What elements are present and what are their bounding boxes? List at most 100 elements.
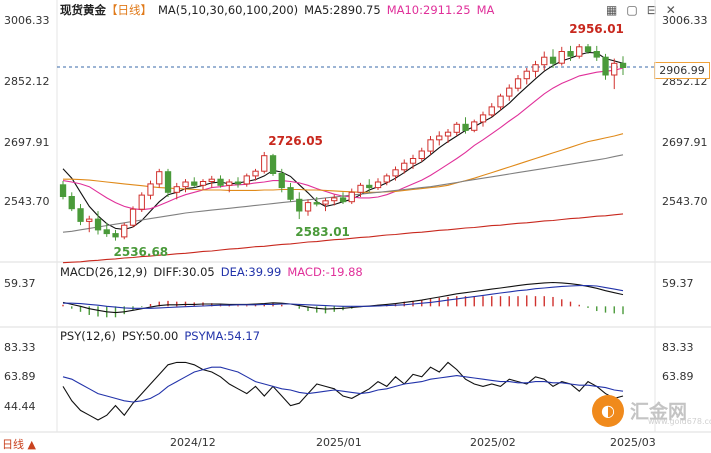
price-axis-label: 3006.33 <box>662 14 708 27</box>
candle-body <box>226 181 233 186</box>
candle-body <box>523 70 530 80</box>
psy-title: PSY(12,6) <box>60 329 116 343</box>
trough-annotation: 2583.01 <box>295 225 350 240</box>
macd-axis-label: 59.37 <box>4 277 36 290</box>
candle-body <box>173 186 180 193</box>
candle-body <box>138 194 145 210</box>
candle-body <box>357 184 364 193</box>
candle-body <box>191 181 198 186</box>
candle-body <box>392 169 399 177</box>
current-price-tag: 2906.99 <box>654 62 710 79</box>
candle-body <box>129 208 137 226</box>
psy-legend: PSY(12,6) PSY:50.00 PSYMA:54.17 <box>60 329 266 343</box>
psy-axis-label: 63.89 <box>662 370 694 383</box>
candle-body <box>217 178 224 186</box>
candle-body <box>243 175 250 185</box>
candle-body <box>532 64 539 72</box>
logo-url: www.gold678.com <box>648 417 711 426</box>
price-axis-label: 2697.91 <box>662 136 708 149</box>
price-axis-label: 2852.12 <box>4 75 50 88</box>
candle-body <box>112 233 119 238</box>
price-axis-label: 3006.33 <box>4 14 50 27</box>
candle-body <box>602 56 609 76</box>
psy-line-psy <box>62 361 624 421</box>
candle-body <box>77 208 84 222</box>
peak-annotation: 2726.05 <box>268 133 323 148</box>
candle-body <box>269 155 277 174</box>
candle-body <box>418 150 425 159</box>
candle-body <box>366 184 373 189</box>
candle-body <box>287 187 294 200</box>
x-axis-label: 2025/01 <box>316 436 362 449</box>
candle-body <box>497 95 504 108</box>
candle-body <box>278 173 285 189</box>
logo-text: 汇金网 <box>630 401 688 423</box>
candle-body <box>199 181 207 186</box>
square-icon[interactable]: ▢ <box>626 3 638 17</box>
psy-line-psyma <box>62 366 624 403</box>
x-axis-label: 2024/12 <box>170 436 216 449</box>
logo-icon: ◐ <box>592 395 624 427</box>
candle-body <box>164 171 172 193</box>
psy-value: PSY:50.00 <box>121 329 179 343</box>
psyma-value: PSYMA:54.17 <box>184 329 261 343</box>
candle-body <box>182 181 189 188</box>
candle-body <box>427 139 434 152</box>
ma-line-ma100 <box>62 213 624 264</box>
candle-body <box>576 46 583 57</box>
candle-body <box>462 123 469 131</box>
candle-body <box>558 51 565 64</box>
price-axis-label: 2697.91 <box>4 136 50 149</box>
price-legend: 现货黄金【日线】 MA(5,10,30,60,100,200) MA5:2890.7… <box>60 3 500 17</box>
candle-body <box>147 183 154 196</box>
period-tag[interactable]: 【日线】 <box>106 3 152 17</box>
low-annotation: 2536.68 <box>113 244 169 259</box>
candle-body <box>619 62 627 68</box>
candle-body <box>409 158 417 164</box>
candle-body <box>611 62 618 76</box>
macd-line-diff <box>62 281 624 314</box>
candle-body <box>322 200 329 205</box>
candle-body <box>296 198 303 212</box>
ma-line-ma10 <box>62 67 624 211</box>
ma-more: MA <box>476 3 495 17</box>
price-axis-label: 2543.70 <box>662 195 708 208</box>
ma-line-ma30 <box>63 133 624 193</box>
macd-value: MACD:-19.88 <box>287 265 363 279</box>
candle-body <box>339 197 347 203</box>
psy-axis-label: 63.89 <box>4 370 36 383</box>
candle-body <box>313 202 320 205</box>
candle-body <box>453 123 460 133</box>
macd-line-dea <box>63 285 624 309</box>
candle-body <box>383 175 390 183</box>
period-button[interactable]: 日线 ▲ <box>2 438 36 451</box>
diff-value: DIFF:30.05 <box>153 265 215 279</box>
candle-body <box>208 178 215 182</box>
psy-axis-label: 44.44 <box>4 400 36 413</box>
candle-body <box>331 197 338 202</box>
candle-body <box>567 51 574 57</box>
macd-title: MACD(26,12,9) <box>60 265 148 279</box>
candle-body <box>549 56 557 64</box>
candle-body <box>234 181 242 185</box>
candle-body <box>94 218 102 231</box>
macd-axis-label: 59.37 <box>662 277 694 290</box>
candle-body <box>541 56 548 66</box>
psy-axis-label: 83.33 <box>4 341 36 354</box>
candle-body <box>374 181 382 189</box>
close-icon[interactable]: ✕ <box>665 3 676 17</box>
candle-body <box>304 202 312 212</box>
toolbar-icons: ▦ ▢ ⊟ ✕ <box>597 3 676 17</box>
ma5-value: MA5:2890.75 <box>304 3 381 17</box>
x-axis-label: 2025/02 <box>470 436 516 449</box>
candle-body <box>59 184 67 198</box>
candle-body <box>252 170 259 177</box>
candle-body <box>506 87 513 97</box>
candle-body <box>401 162 408 171</box>
candle-body <box>436 135 443 141</box>
grid-icon[interactable]: ▦ <box>606 3 618 17</box>
candle-body <box>121 224 128 238</box>
candle-body <box>86 218 93 222</box>
collapse-icon[interactable]: ⊟ <box>646 3 657 17</box>
instrument-name: 现货黄金 <box>60 3 106 17</box>
